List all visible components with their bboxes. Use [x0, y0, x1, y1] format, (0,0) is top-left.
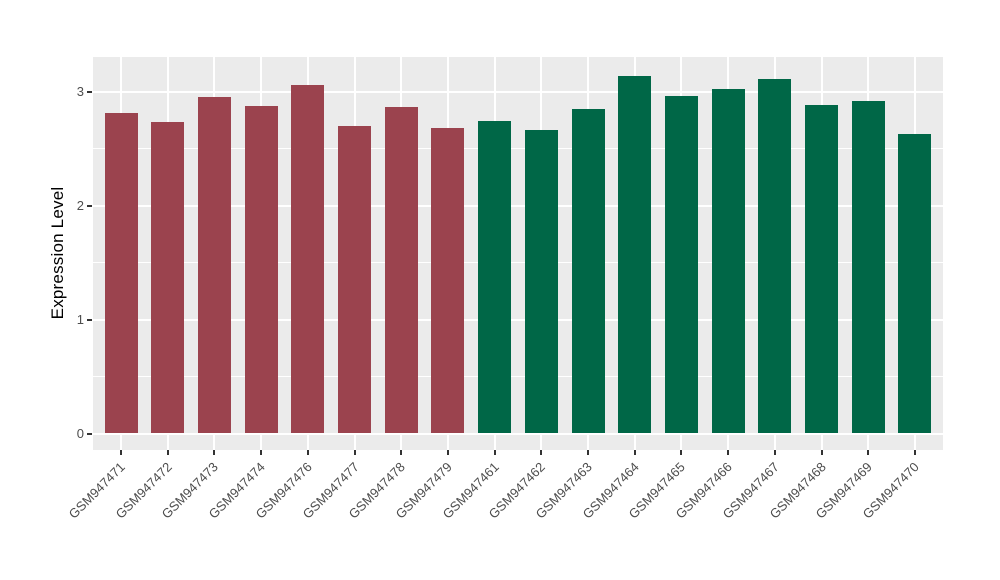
- y-tick-label: 0: [76, 426, 84, 441]
- bar-GSM947461: [478, 121, 512, 434]
- y-tick-mark: [87, 204, 92, 207]
- bar-GSM947465: [664, 96, 698, 434]
- y-tick-label: 3: [76, 84, 84, 99]
- bar-GSM947467: [758, 78, 792, 434]
- bar-GSM947479: [431, 127, 465, 434]
- x-tick-mark: [773, 450, 776, 455]
- bar-GSM947464: [618, 75, 652, 434]
- x-tick-mark: [120, 450, 123, 455]
- gridline-major: [93, 318, 943, 321]
- x-tick-mark: [306, 450, 309, 455]
- bar-GSM947472: [151, 122, 185, 434]
- bar-GSM947466: [711, 89, 745, 434]
- gridline-major: [93, 90, 943, 93]
- x-tick-mark: [587, 450, 590, 455]
- bar-GSM947474: [244, 106, 278, 434]
- gridline-minor: [93, 148, 943, 149]
- bar-GSM947463: [571, 108, 605, 434]
- y-tick-mark: [87, 432, 92, 435]
- x-tick-mark: [820, 450, 823, 455]
- gridline-minor: [93, 376, 943, 377]
- gridline-major: [93, 204, 943, 207]
- bar-GSM947478: [384, 107, 418, 434]
- x-tick-mark: [867, 450, 870, 455]
- y-tick-mark: [87, 318, 92, 321]
- x-tick-mark: [446, 450, 449, 455]
- bar-GSM947468: [805, 105, 839, 434]
- y-axis-title: Expression Level: [48, 186, 67, 320]
- x-tick-mark: [166, 450, 169, 455]
- y-tick-mark: [87, 90, 92, 93]
- x-tick-mark: [680, 450, 683, 455]
- x-tick-mark: [727, 450, 730, 455]
- bar-GSM947462: [524, 130, 558, 434]
- bar-GSM947476: [291, 84, 325, 434]
- bar-GSM947469: [851, 100, 885, 434]
- bar-GSM947471: [104, 113, 138, 434]
- y-tick-label: 1: [76, 312, 84, 327]
- x-tick-mark: [353, 450, 356, 455]
- plot-panel: [93, 57, 943, 450]
- x-tick-mark: [540, 450, 543, 455]
- bar-GSM947477: [338, 125, 372, 434]
- bar-GSM947470: [898, 133, 932, 434]
- x-tick-mark: [213, 450, 216, 455]
- x-tick-mark: [260, 450, 263, 455]
- gridline-minor: [93, 262, 943, 263]
- x-tick-mark: [633, 450, 636, 455]
- bar-GSM947473: [197, 97, 231, 434]
- gridline-major: [93, 432, 943, 435]
- x-tick-mark: [913, 450, 916, 455]
- x-tick-mark: [400, 450, 403, 455]
- y-tick-label: 2: [76, 198, 84, 213]
- x-tick-mark: [493, 450, 496, 455]
